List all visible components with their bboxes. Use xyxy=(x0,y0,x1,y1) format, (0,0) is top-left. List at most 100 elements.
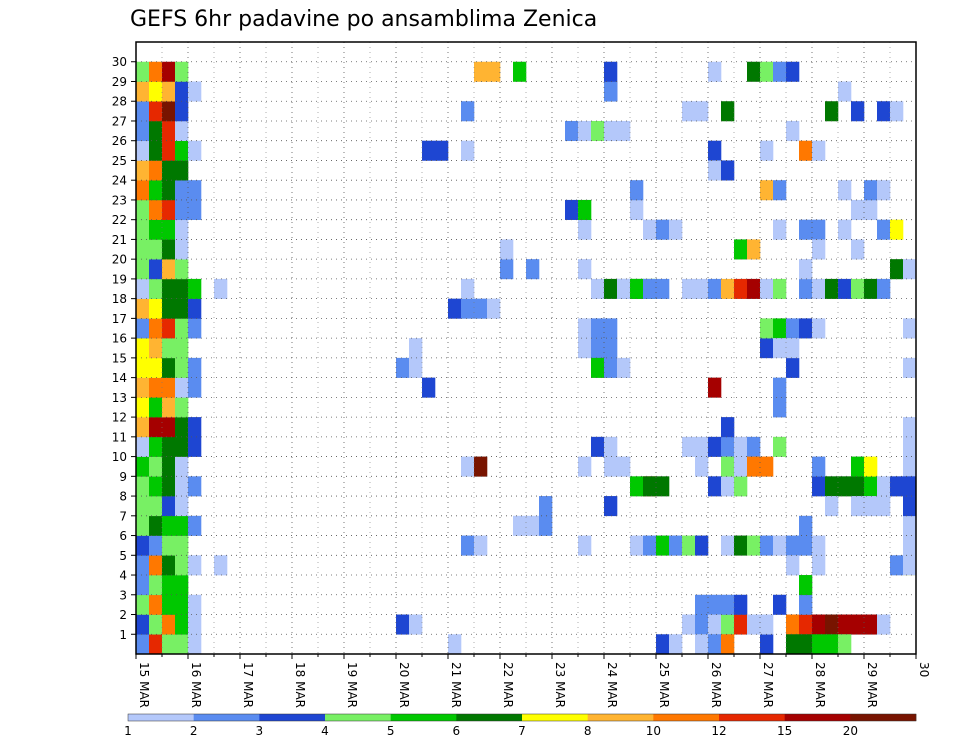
heatmap-cell xyxy=(188,594,202,615)
heatmap-cell xyxy=(643,535,657,556)
heatmap-cell xyxy=(656,219,670,240)
heatmap-cell xyxy=(396,614,410,635)
heatmap-cell xyxy=(162,259,176,280)
heatmap-cell xyxy=(136,101,150,122)
heatmap-cell xyxy=(695,634,709,655)
heatmap-cell xyxy=(188,555,202,576)
x-tick-label: 22 MAR xyxy=(501,662,515,708)
heatmap-cell xyxy=(786,61,800,82)
y-axis: 1234567891011121314151617181920212223242… xyxy=(112,55,136,642)
heatmap-cell xyxy=(175,417,189,438)
heatmap-cell xyxy=(734,456,748,477)
heatmap-cell xyxy=(162,436,176,457)
heatmap-cell xyxy=(448,298,462,319)
heatmap-cell xyxy=(461,535,475,556)
heatmap-cell xyxy=(799,140,813,161)
heatmap-cell xyxy=(786,555,800,576)
heatmap-cell xyxy=(136,338,150,359)
heatmap-cell xyxy=(864,476,878,497)
heatmap-cell xyxy=(734,436,748,457)
y-tick-label: 7 xyxy=(119,509,127,523)
heatmap-cell xyxy=(136,496,150,517)
heatmap-cell xyxy=(136,298,150,319)
heatmap-cell xyxy=(136,160,150,181)
heatmap-cell xyxy=(747,278,761,299)
heatmap-cell xyxy=(136,357,150,378)
heatmap-cell xyxy=(825,614,839,635)
heatmap-cell xyxy=(526,259,540,280)
heatmap-cell xyxy=(708,160,722,181)
heatmap-cell xyxy=(734,476,748,497)
heatmap-cell xyxy=(591,338,605,359)
heatmap-cell xyxy=(643,219,657,240)
heatmap-cell xyxy=(175,318,189,339)
heatmap-cell xyxy=(864,456,878,477)
heatmap-cell xyxy=(851,199,865,220)
heatmap-cell xyxy=(578,535,592,556)
heatmap-cell xyxy=(149,357,163,378)
heatmap-cell xyxy=(760,140,774,161)
heatmap-cell xyxy=(734,239,748,260)
heatmap-cell xyxy=(149,278,163,299)
y-tick-label: 16 xyxy=(112,332,127,346)
heatmap-cell xyxy=(578,199,592,220)
heatmap-cell xyxy=(760,278,774,299)
heatmap-cell xyxy=(864,278,878,299)
heatmap-cell xyxy=(812,634,826,655)
heatmap-cell xyxy=(175,160,189,181)
heatmap-cell xyxy=(162,634,176,655)
heatmap-cell xyxy=(188,476,202,497)
heatmap-cell xyxy=(162,476,176,497)
heatmap-cell xyxy=(890,219,904,240)
colorbar-label: 8 xyxy=(584,724,592,738)
heatmap-cell xyxy=(721,594,735,615)
heatmap-cell xyxy=(175,120,189,142)
heatmap-cell xyxy=(760,634,774,655)
heatmap-cell xyxy=(175,496,189,517)
x-tick-label: 18 MAR xyxy=(293,662,307,708)
y-tick-label: 28 xyxy=(112,95,127,109)
heatmap-cell xyxy=(461,456,475,477)
heatmap-cell xyxy=(656,634,670,655)
heatmap-cell xyxy=(799,278,813,299)
heatmap-cell xyxy=(409,357,423,378)
heatmap-cell xyxy=(591,357,605,378)
heatmap-cell xyxy=(877,278,891,299)
heatmap-cell xyxy=(136,436,150,457)
heatmap-cell xyxy=(747,614,761,635)
heatmap-cell xyxy=(799,515,813,536)
heatmap-cell xyxy=(721,634,735,655)
heatmap-cell xyxy=(708,476,722,497)
heatmap-cell xyxy=(162,575,176,596)
colorbar-segment xyxy=(456,714,523,721)
heatmap-cell xyxy=(604,436,618,457)
heatmap-cell xyxy=(838,278,852,299)
heatmap-cell xyxy=(435,140,449,161)
heatmap-cell xyxy=(149,496,163,517)
heatmap-cell xyxy=(630,199,644,220)
colorbar-label: 20 xyxy=(843,724,858,738)
heatmap-cell xyxy=(149,436,163,457)
heatmap-cell xyxy=(890,476,904,497)
y-tick-label: 19 xyxy=(112,272,127,286)
heatmap-cell xyxy=(149,515,163,536)
heatmap-cell xyxy=(188,417,202,438)
heatmap-cell xyxy=(175,357,189,378)
heatmap-cell xyxy=(630,278,644,299)
heatmap-cell xyxy=(175,101,189,122)
heatmap-cell xyxy=(903,476,917,497)
x-tick-label: 27 MAR xyxy=(761,662,775,708)
heatmap-cell xyxy=(838,219,852,240)
heatmap-cell xyxy=(825,101,839,122)
heatmap-cell xyxy=(799,318,813,339)
heatmap-cell xyxy=(162,456,176,477)
heatmap-cell xyxy=(734,535,748,556)
heatmap-cell xyxy=(136,239,150,260)
colorbar-label: 3 xyxy=(256,724,264,738)
heatmap-cell xyxy=(851,239,865,260)
heatmap-cell xyxy=(851,278,865,299)
heatmap-cell xyxy=(877,496,891,517)
heatmap-cell xyxy=(149,239,163,260)
heatmap-cell xyxy=(903,515,917,536)
heatmap-cell xyxy=(175,555,189,576)
